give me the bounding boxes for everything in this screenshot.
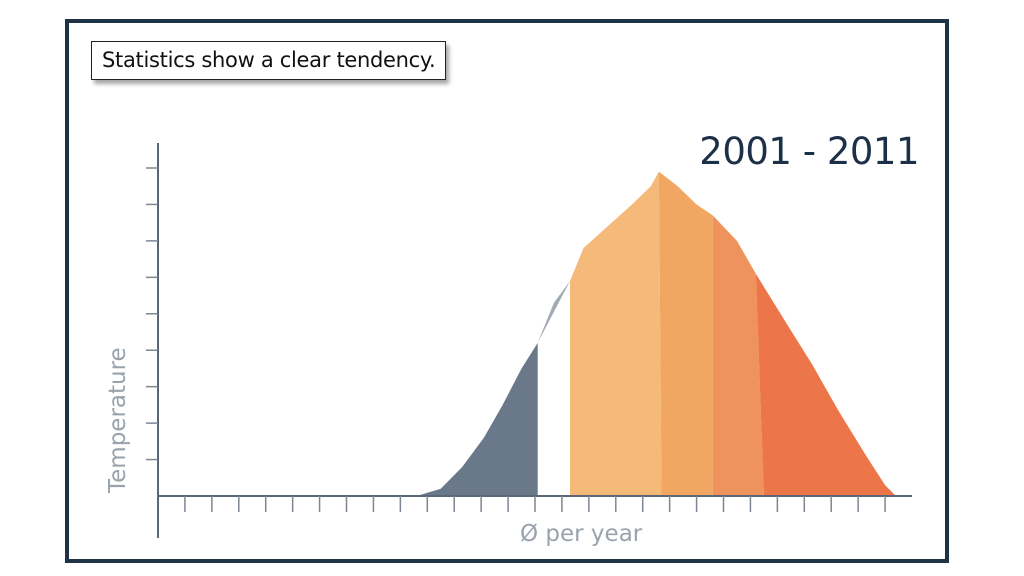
area-segment-4 <box>658 171 713 496</box>
area-segment-2 <box>537 280 571 343</box>
distribution-areas <box>416 171 896 496</box>
area-segment-5 <box>712 215 764 496</box>
chart-axes <box>146 143 912 538</box>
area-segment-6 <box>755 273 896 496</box>
slide-frame: Statistics show a clear tendency. 2001 -… <box>65 19 949 563</box>
year-range-label: 2001 - 2011 <box>699 130 919 173</box>
y-axis-label: Temperature <box>105 347 131 494</box>
area-segment-1 <box>416 342 538 496</box>
x-axis-label: Ø per year <box>520 521 643 547</box>
temperature-distribution-chart: Temperature Ø per year <box>105 143 912 547</box>
area-segment-3 <box>570 171 662 496</box>
caption-box: Statistics show a clear tendency. <box>91 41 447 80</box>
